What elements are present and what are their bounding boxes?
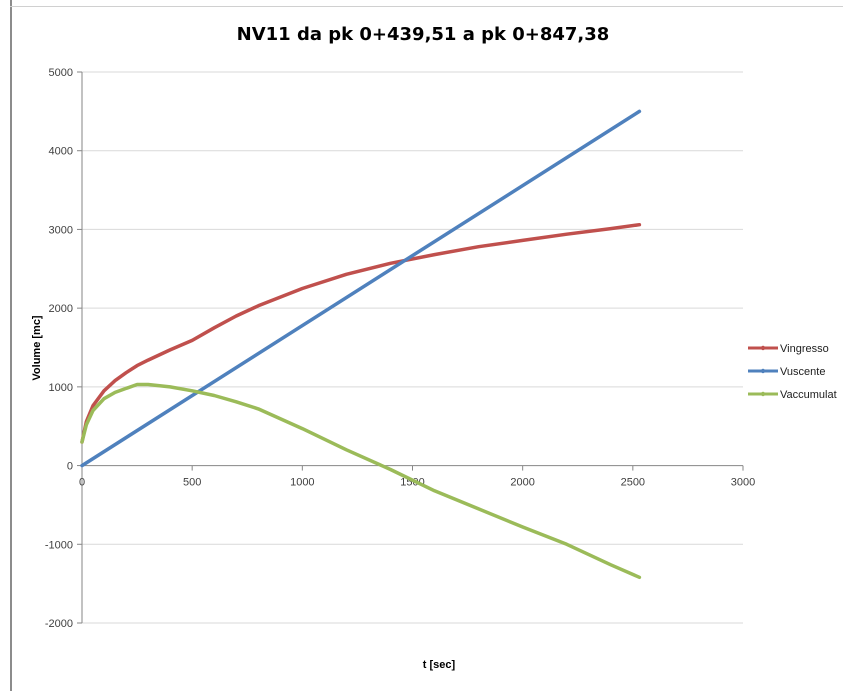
x-tick-label-0: 0	[79, 477, 85, 489]
legend-label-vuscente: Vuscente	[780, 366, 825, 378]
legend-marker-vingresso	[760, 345, 766, 351]
x-tick-label-5: 2500	[621, 477, 645, 489]
axes	[81, 72, 743, 623]
x-tick-label-2: 1000	[290, 477, 314, 489]
x-tick-label-4: 2000	[510, 477, 534, 489]
series-line-vingresso	[80, 222, 642, 444]
y-tick-label-5: 3000	[49, 224, 73, 236]
y-tick-label-2: 0	[67, 461, 73, 473]
legend-label-vaccumulat: Vaccumulat	[780, 389, 837, 401]
y-tick-label-1: -1000	[45, 539, 73, 551]
y-tick-label-4: 2000	[49, 303, 73, 315]
series-lines	[80, 109, 642, 580]
series-line-vaccumulat	[80, 382, 642, 580]
y-tick-label-0: -2000	[45, 618, 73, 630]
gridlines	[82, 71, 743, 624]
x-tick-label-3: 1500	[400, 477, 424, 489]
y-axis-title: Volume [mc]	[31, 315, 43, 381]
x-axis-title: t [sec]	[423, 659, 456, 671]
left-border-rule	[10, 0, 12, 691]
top-border-rule	[10, 6, 843, 7]
y-tick-label-7: 5000	[49, 67, 73, 79]
y-tick-label-3: 1000	[49, 382, 73, 394]
legend-label-vingresso: Vingresso	[780, 343, 829, 355]
x-tick-labels: 0 500 1000 1500 2000 2500 3000	[79, 465, 755, 489]
legend-marker-vaccumulat	[760, 391, 766, 397]
legend: Vingresso Vuscente Vaccumulat	[748, 343, 837, 401]
legend-marker-vuscente	[760, 368, 766, 374]
y-tick-labels: -2000 -1000 0 1000 2000 3000 4000 5000	[45, 67, 82, 630]
x-tick-label-1: 500	[183, 477, 201, 489]
chart-title: NV11 da pk 0+439,51 a pk 0+847,38	[237, 24, 610, 45]
y-tick-label-6: 4000	[49, 146, 73, 158]
series-line-vuscente	[80, 109, 642, 468]
x-tick-label-6: 3000	[731, 477, 755, 489]
